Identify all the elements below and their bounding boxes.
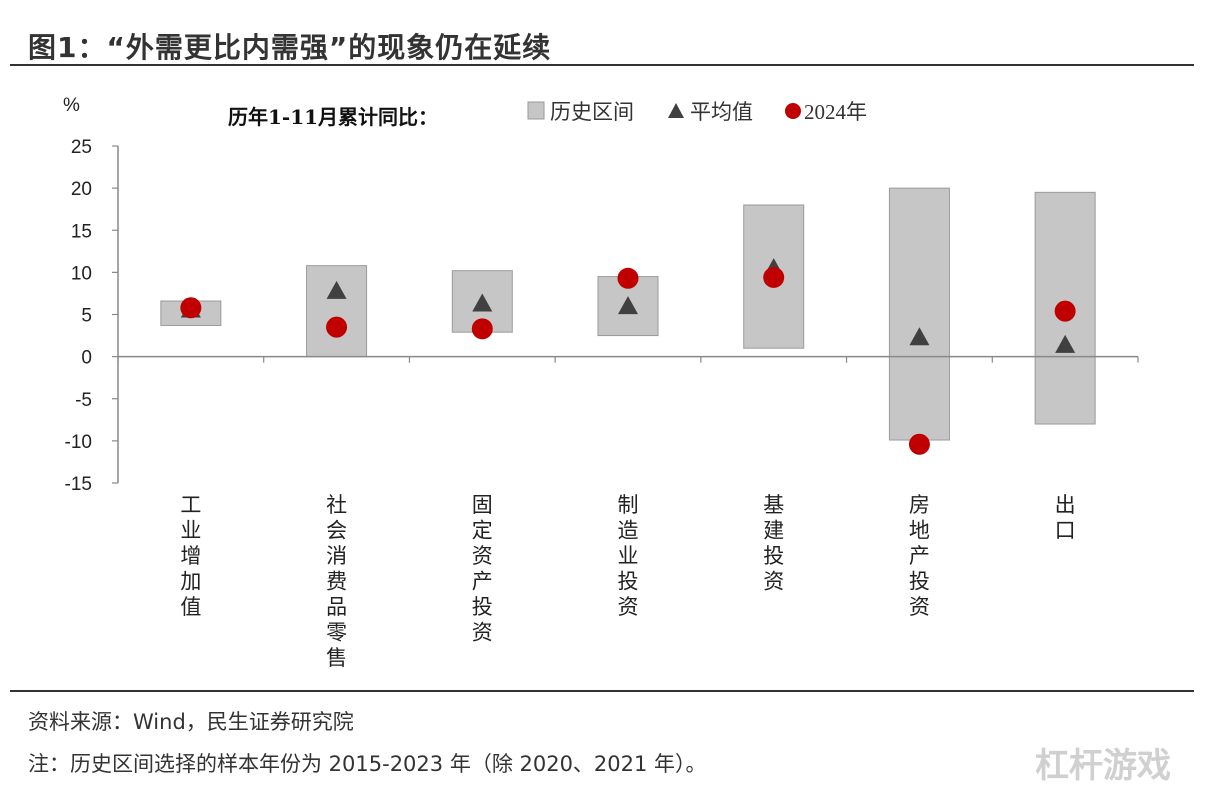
chart-subtitle: 历年1-11月累计同比： — [228, 105, 438, 129]
footnote: 注：历史区间选择的样本年份为 2015-2023 年（除 2020、2021 年… — [28, 752, 707, 776]
2024-marker — [326, 316, 348, 338]
source-note: 资料来源：Wind，民生证券研究院 — [28, 710, 354, 734]
category-label: 工业增加值 — [180, 493, 201, 619]
y-tick-label: 25 — [71, 137, 92, 158]
category-label: 房地产投资 — [909, 493, 930, 619]
2024-marker — [617, 267, 639, 289]
y-tick-label: -15 — [65, 474, 92, 495]
range-bar — [888, 187, 950, 441]
title-divider — [10, 64, 1194, 66]
category-label: 社会消费品零售 — [326, 493, 347, 670]
category-label: 制造业投资 — [618, 493, 639, 619]
category-label: 基建投资 — [763, 493, 784, 594]
y-tick-label: 0 — [81, 348, 92, 369]
footer-divider — [10, 690, 1194, 692]
legend-swatch-average — [668, 103, 684, 118]
watermark: 杠杆游戏 — [1035, 746, 1171, 786]
y-tick-label: 15 — [71, 221, 92, 242]
legend-label-2024: 2024年 — [804, 100, 867, 124]
y-tick-label: 5 — [81, 306, 92, 327]
average-marker — [326, 280, 347, 299]
legend-label-average: 平均值 — [690, 100, 753, 124]
category-label: 出口 — [1055, 493, 1076, 543]
category-label: 固定资产投资 — [472, 493, 493, 645]
range-bar — [1034, 191, 1096, 425]
2024-marker — [180, 297, 202, 319]
y-tick-label: 10 — [71, 263, 92, 284]
y-tick-label: -5 — [75, 390, 92, 411]
average-marker — [618, 296, 638, 315]
2024-marker — [763, 266, 785, 288]
range-chart: 25 20 15 10 5 0 -5 -10 -15% 工业增加值 社会消费品零售 固定资产投资 制造… — [63, 95, 1139, 670]
legend-label-range: 历史区间 — [550, 100, 634, 124]
average-marker — [1055, 334, 1076, 353]
legend-swatch-2024 — [785, 103, 801, 119]
2024-marker — [908, 433, 930, 455]
average-marker — [472, 293, 493, 312]
figure-title: 图1：“外需更比内需强”的现象仍在延续 — [28, 31, 552, 64]
legend-swatch-range — [527, 101, 545, 120]
2024-marker — [471, 318, 493, 340]
2024-marker — [1054, 300, 1076, 322]
y-tick-label: 20 — [71, 179, 92, 200]
average-marker — [909, 327, 930, 346]
y-tick-label: -10 — [65, 432, 92, 453]
y-axis-label: % — [63, 95, 80, 116]
range-bar — [306, 265, 368, 358]
